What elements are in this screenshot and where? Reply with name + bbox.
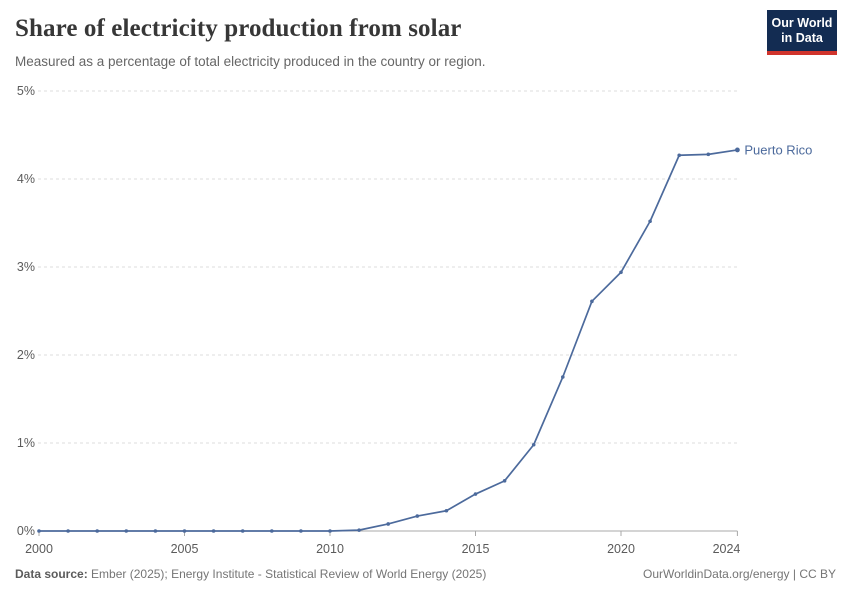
y-tick-label: 5% [17,84,35,98]
y-tick-label: 2% [17,348,35,362]
data-point[interactable] [648,219,652,224]
data-point[interactable] [531,442,536,447]
x-tick-label: 2015 [462,542,490,556]
data-point[interactable] [619,270,623,275]
data-point[interactable] [153,529,158,533]
data-point[interactable] [561,375,565,379]
data-point[interactable] [95,529,99,533]
data-point[interactable] [590,299,594,304]
data-point[interactable] [270,529,274,533]
x-tick-label: 2000 [25,542,53,556]
data-point[interactable] [66,529,70,533]
data-point[interactable] [444,508,449,513]
y-tick-label: 4% [17,172,35,186]
y-tick-label: 0% [17,524,35,538]
entity-label[interactable]: Puerto Rico [744,142,812,157]
data-point[interactable] [415,514,420,518]
x-tick-label: 2010 [316,542,344,556]
attribution-link[interactable]: OurWorldinData.org/energy | CC BY [643,567,836,581]
data-source-label: Data source: [15,567,88,581]
data-point[interactable] [182,529,187,533]
series-line[interactable] [39,149,738,532]
x-tick-label: 2020 [607,542,635,556]
data-source: Data source: Ember (2025); Energy Instit… [15,567,486,582]
owid-logo[interactable]: Our World in Data [767,10,837,55]
data-point[interactable] [735,147,740,153]
data-point[interactable] [328,529,332,533]
data-point[interactable] [502,479,507,483]
data-point[interactable] [677,153,681,158]
owid-logo-line2: in Data [781,31,823,45]
y-tick-label: 1% [17,436,35,450]
chart-subtitle: Measured as a percentage of total electr… [15,54,486,69]
x-tick-label: 2024 [713,542,741,556]
data-source-text: Ember (2025); Energy Institute - Statist… [91,567,487,581]
y-tick-label: 3% [17,260,35,274]
chart-footer: Data source: Ember (2025); Energy Instit… [15,567,836,582]
data-point[interactable] [299,529,303,533]
data-point[interactable] [386,522,391,526]
data-point[interactable] [211,529,216,533]
data-point[interactable] [37,529,41,533]
x-tick-label: 2005 [171,542,199,556]
data-point[interactable] [706,152,711,157]
data-point[interactable] [473,492,478,496]
data-point[interactable] [124,529,129,533]
owid-logo-line1: Our World [771,16,833,30]
data-point[interactable] [240,529,245,533]
data-point[interactable] [357,528,361,532]
page-title: Share of electricity production from sol… [15,15,462,42]
